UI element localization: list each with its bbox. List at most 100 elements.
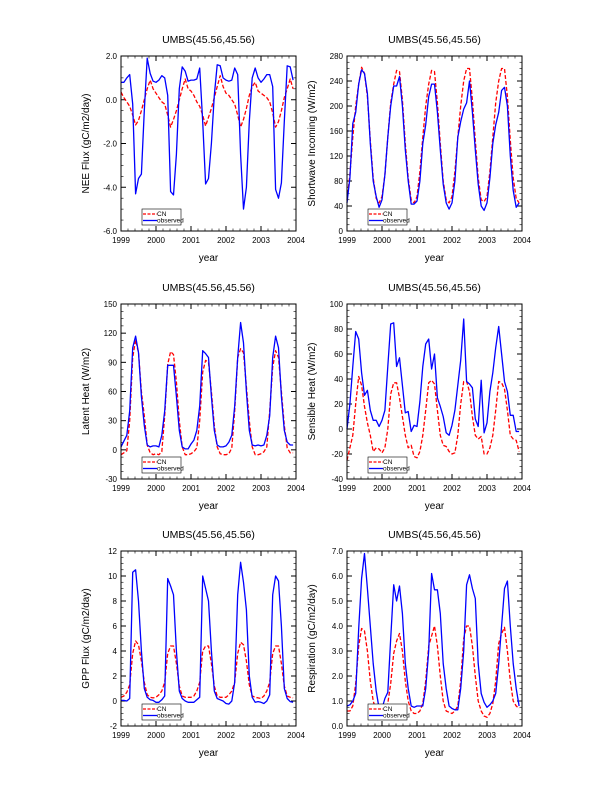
chart-title: UMBS(45.56,45.56) <box>388 282 481 294</box>
y-tick-label: 80 <box>334 177 343 186</box>
x-tick-label: 2003 <box>478 731 496 740</box>
y-tick-label: 0 <box>339 425 344 434</box>
x-tick-label: 2002 <box>217 236 235 245</box>
x-tick-label: 1999 <box>112 484 130 493</box>
series-line-observed <box>121 561 294 705</box>
x-tick-label: 2001 <box>182 731 200 740</box>
y-tick-label: 0.0 <box>332 722 344 731</box>
x-tick-label: 2004 <box>513 484 531 493</box>
x-tick-label: 2003 <box>252 484 270 493</box>
y-tick-label: 200 <box>330 102 344 111</box>
chart-panel-3: UMBS(45.56,45.56) year Latent Heat (W/m2) 1… <box>81 282 305 512</box>
y-tick-label: 0 <box>113 697 118 706</box>
x-tick-label: 2004 <box>287 731 305 740</box>
y-axis-label: Sensible Heat (W/m2) <box>307 343 318 441</box>
legend-label: CN <box>157 459 167 466</box>
y-tick-label: 100 <box>330 300 344 309</box>
x-tick-label: 2003 <box>478 484 496 493</box>
series-line-cn <box>346 375 520 461</box>
x-tick-label: 2000 <box>147 236 165 245</box>
x-axis-label: year <box>425 253 445 264</box>
series-line-cn <box>120 339 294 456</box>
y-tick-label: 0 <box>339 227 344 236</box>
y-tick-label: -2 <box>110 722 118 731</box>
y-axis-label: Shortwave Incoming (W/m2) <box>307 80 318 206</box>
x-tick-label: 2001 <box>408 731 426 740</box>
plot-frame <box>346 303 523 480</box>
y-tick-label: 4 <box>113 647 118 656</box>
plot-frame <box>346 55 523 232</box>
y-tick-label: 60 <box>108 388 117 397</box>
y-tick-label: 10 <box>108 572 117 581</box>
x-tick-label: 1999 <box>112 236 130 245</box>
y-tick-label: 0.0 <box>106 96 118 105</box>
x-axis-label: year <box>199 501 219 512</box>
plot-frame <box>120 55 297 232</box>
x-tick-label: 2002 <box>443 236 461 245</box>
y-tick-label: 120 <box>330 152 344 161</box>
x-tick-label: 2004 <box>287 236 305 245</box>
y-tick-label: 12 <box>108 547 117 556</box>
x-tick-label: 1999 <box>338 731 356 740</box>
x-axis-label: year <box>199 748 219 759</box>
x-tick-label: 2004 <box>513 731 531 740</box>
y-tick-label: 5.0 <box>332 597 344 606</box>
x-tick-label: 2000 <box>147 484 165 493</box>
y-axis-label: Respiration (gC/m2/day) <box>307 584 318 692</box>
y-tick-label: 240 <box>330 77 344 86</box>
chart-title: UMBS(45.56,45.56) <box>162 34 255 46</box>
series-line-cn <box>347 625 520 718</box>
legend-label: observed <box>383 713 410 720</box>
x-tick-label: 2001 <box>182 484 200 493</box>
y-tick-label: 40 <box>334 375 343 384</box>
series-line-observed <box>346 552 520 711</box>
series-line-cn <box>120 75 294 128</box>
y-axis-label: NEE Flux (gC/m2/day) <box>81 93 92 193</box>
y-tick-label: 1.0 <box>332 697 344 706</box>
series-line-cn <box>346 66 520 204</box>
y-tick-label: -40 <box>331 475 343 484</box>
legend-label: CN <box>383 459 393 466</box>
x-tick-label: 2003 <box>478 236 496 245</box>
legend-label: CN <box>157 706 167 713</box>
legend-label: CN <box>383 211 393 218</box>
y-tick-label: 6 <box>113 622 118 631</box>
y-tick-label: 0 <box>113 446 118 455</box>
legend-label: observed <box>157 218 184 225</box>
chart-title: UMBS(45.56,45.56) <box>162 529 255 541</box>
y-tick-label: 90 <box>108 358 117 367</box>
y-tick-label: 20 <box>334 400 343 409</box>
x-tick-label: 2002 <box>217 484 235 493</box>
chart-title: UMBS(45.56,45.56) <box>162 282 255 294</box>
y-tick-label: 80 <box>334 325 343 334</box>
chart-title: UMBS(45.56,45.56) <box>388 529 481 541</box>
x-tick-label: 2003 <box>252 731 270 740</box>
y-axis-label: GPP Flux (gC/m2/day) <box>81 588 92 688</box>
x-tick-label: 1999 <box>338 236 356 245</box>
x-tick-label: 2001 <box>408 484 426 493</box>
y-tick-label: 4.0 <box>332 622 344 631</box>
x-tick-label: 2003 <box>252 236 270 245</box>
chart-panel-2: UMBS(45.56,45.56) year Shortwave Incoming … <box>307 34 531 264</box>
x-tick-label: 2004 <box>287 484 305 493</box>
x-tick-label: 2000 <box>147 731 165 740</box>
y-tick-label: -6.0 <box>103 227 117 236</box>
chart-panel-4: UMBS(45.56,45.56) year Sensible Heat (W/m2… <box>307 282 531 512</box>
x-tick-label: 2002 <box>217 731 235 740</box>
x-tick-label: 2002 <box>443 731 461 740</box>
chart-panel-6: UMBS(45.56,45.56) year Respiration (gC/m2/… <box>307 529 531 759</box>
x-tick-label: 1999 <box>112 731 130 740</box>
chart-panel-5: UMBS(45.56,45.56) year GPP Flux (gC/m2/day… <box>81 529 305 759</box>
legend-label: observed <box>157 466 184 473</box>
y-tick-label: 7.0 <box>332 547 344 556</box>
y-tick-label: 280 <box>330 52 344 61</box>
x-tick-label: 2000 <box>373 484 391 493</box>
y-tick-label: 120 <box>104 329 118 338</box>
